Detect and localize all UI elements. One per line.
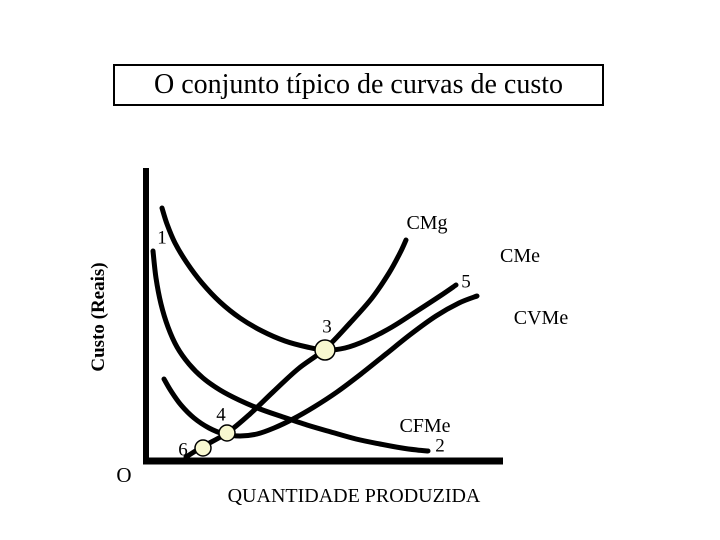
slide-title: O conjunto típico de curvas de custo xyxy=(153,69,563,100)
point-label-2: 2 xyxy=(435,435,445,457)
curve-label-CFMe: CFMe xyxy=(399,415,451,437)
marker-point-3 xyxy=(314,339,336,361)
slide-title-box: O conjunto típico de curvas de custo xyxy=(113,64,604,106)
point-label-1: 1 xyxy=(157,227,167,249)
point-label-3: 3 xyxy=(322,316,332,338)
marker-point-6 xyxy=(194,439,212,457)
y-axis-label: Custo (Reais) xyxy=(88,262,109,372)
curve-CVMe xyxy=(161,293,480,439)
curve-label-CVMe: CVMe xyxy=(513,307,569,329)
curve-label-CMe: CMe xyxy=(500,245,540,267)
point-label-4: 4 xyxy=(216,404,226,426)
origin-label: O xyxy=(116,463,132,487)
curve-label-CMg: CMg xyxy=(406,212,448,234)
marker-point-4 xyxy=(218,424,236,442)
point-label-5: 5 xyxy=(461,271,471,293)
curve-CMe xyxy=(159,205,459,353)
curve-CFMe xyxy=(150,248,431,454)
x-axis-label: QUANTIDADE PRODUZIDA xyxy=(227,485,481,507)
point-label-6: 6 xyxy=(178,439,188,461)
